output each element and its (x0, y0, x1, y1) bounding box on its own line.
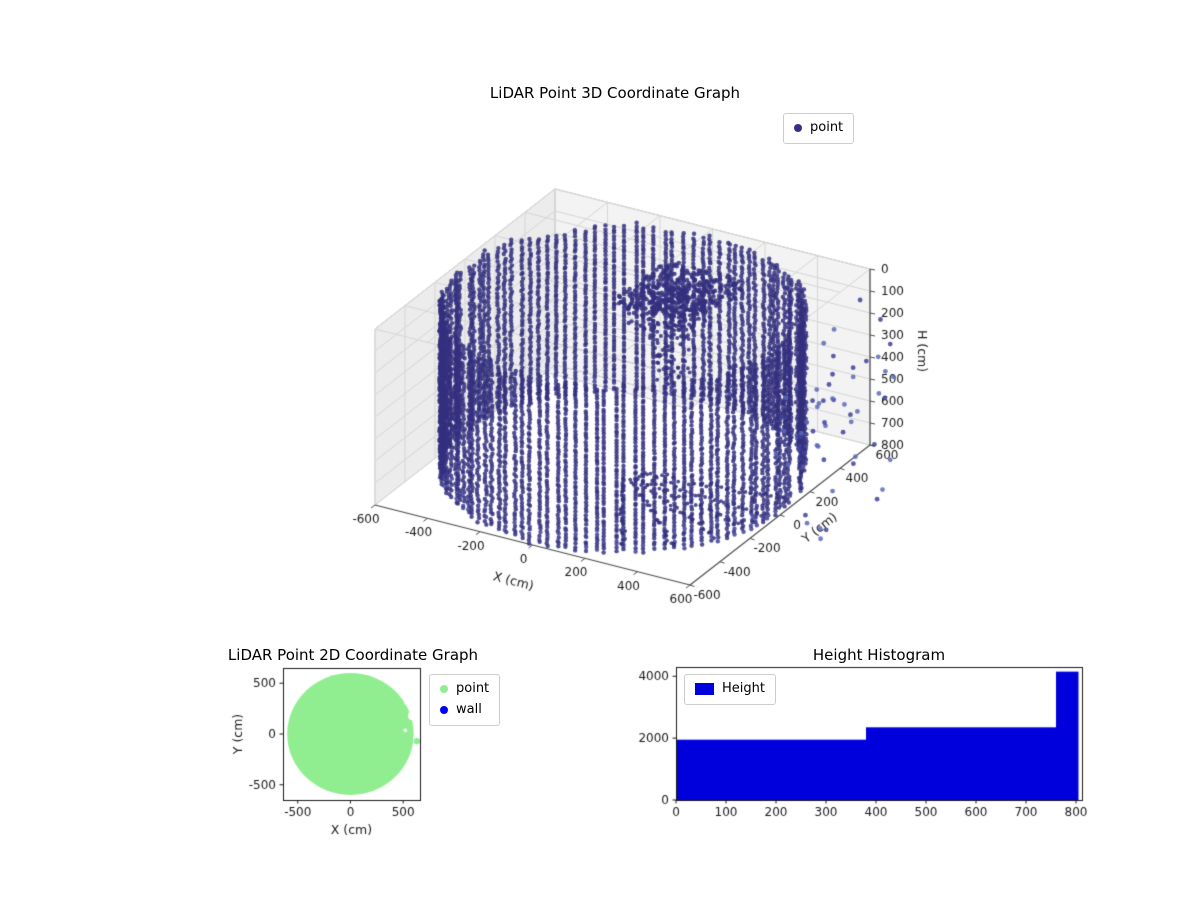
legend-hist-entry-height-label: Height (722, 681, 765, 696)
legend-hist-entry-height: Height (695, 679, 765, 700)
height-bar-marker-icon (695, 683, 714, 696)
legend-2d-entry-point-label: point (456, 681, 490, 696)
2d-scatter-canvas (230, 640, 540, 860)
point-marker-icon (440, 685, 448, 694)
histogram-canvas (620, 640, 1140, 860)
point-marker-icon (794, 124, 802, 133)
legend-3d-entry-point: point (794, 118, 843, 139)
legend-hist: Height (684, 674, 776, 705)
legend-2d-entry-wall: wall (440, 700, 489, 721)
wall-marker-icon (440, 706, 448, 715)
legend-3d: point (783, 113, 855, 144)
3d-scatter-canvas (300, 140, 960, 640)
chart-3d-title: LiDAR Point 3D Coordinate Graph (489, 84, 741, 102)
legend-2d-entry-point: point (440, 679, 489, 700)
legend-3d-entry-point-label: point (810, 120, 844, 135)
legend-2d-entry-wall-label: wall (456, 701, 482, 717)
legend-2d: point wall (429, 674, 501, 726)
